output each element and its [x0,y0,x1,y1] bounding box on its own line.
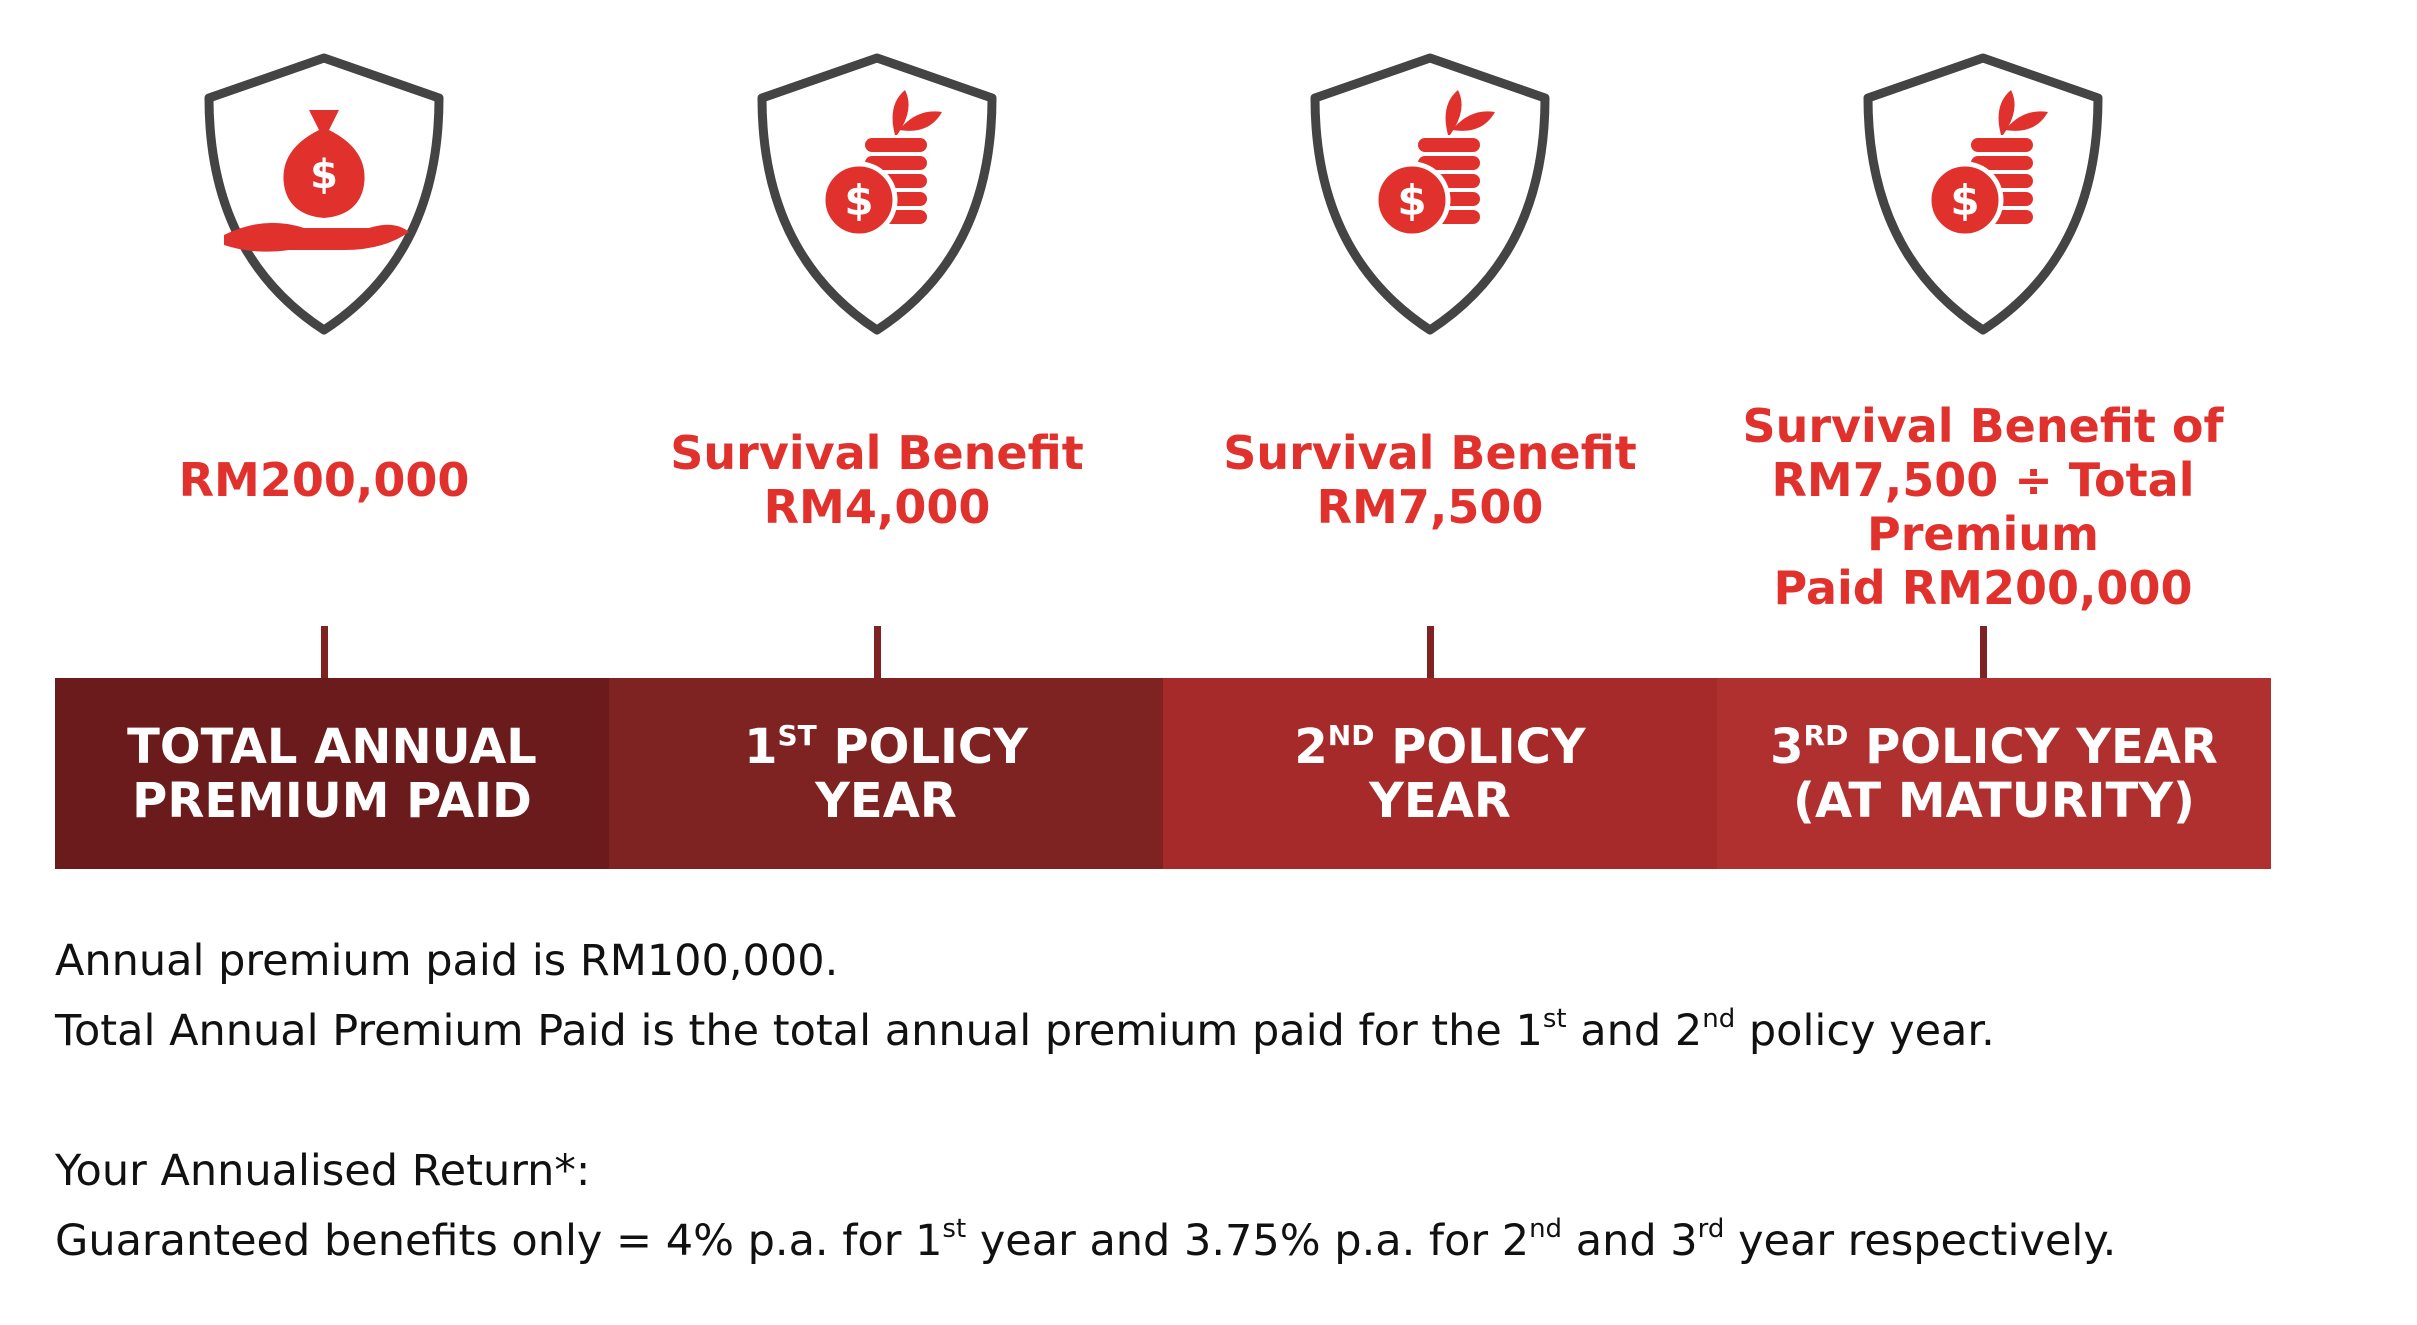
amount-line: RM7,500 [1316,480,1544,534]
text-run: Guaranteed benefits only = 4% p.a. for 1 [55,1216,943,1266]
superscript: st [1542,1004,1567,1034]
amount-line: Survival Benefit of [1742,399,2224,453]
shield-icon: $ [1863,53,2103,335]
superscript: nd [1529,1214,1563,1244]
currency-symbol: $ [1950,176,1979,225]
stage-line: 3RD POLICY YEAR [1717,720,2271,774]
stage-line: 1ST POLICY [609,720,1163,774]
benefit-amount: Survival Benefit of RM7,500 ÷ Total Premi… [1663,399,2303,615]
text-run: policy year. [1735,1006,1995,1056]
currency-symbol: $ [310,152,338,198]
superscript: rd [1697,1214,1725,1244]
note-line: Annual premium paid is RM100,000. [55,936,838,986]
superscript: st [942,1214,967,1244]
coin [1418,138,1480,152]
superscript: nd [1702,1004,1736,1034]
text-run: YEAR [815,772,957,829]
coin-front [1926,161,2004,239]
text-run: 2 [1294,718,1328,775]
text-run: and 2 [1566,1006,1703,1056]
timeline-tick [1427,626,1434,678]
coin-front [1373,161,1451,239]
coin [1418,156,1480,170]
bag [283,110,365,218]
amount-line: Survival Benefit [1223,426,1637,480]
text-run: PREMIUM PAID [132,772,532,829]
text-run: Your Annualised Return*: [55,1146,591,1196]
stage-line: (AT MATURITY) [1717,774,2271,828]
benefit-amount: Survival Benefit RM4,000 [557,426,1197,534]
leaf [1998,90,2015,135]
amount-line: Survival Benefit [670,426,1084,480]
currency-symbol: $ [1397,176,1426,225]
text-run: Annual premium paid is RM100,000. [55,936,839,986]
coin [1971,138,2033,152]
timeline-segment: 1ST POLICY YEAR [609,678,1163,869]
shield-icon: $ [757,53,997,335]
timeline-segment: 3RD POLICY YEAR (AT MATURITY) [1717,678,2271,869]
timeline-segment: 2ND POLICY YEAR [1163,678,1717,869]
stage-line: YEAR [1163,774,1717,828]
leaf [1445,90,1462,135]
stage-line: TOTAL ANNUAL [55,720,609,774]
text-run: TOTAL ANNUAL [127,718,537,775]
stage-line: 2ND POLICY [1163,720,1717,774]
hand [224,222,409,252]
coin [865,138,927,152]
coin-front [820,161,898,239]
stage-line: YEAR [609,774,1163,828]
leaf [1452,111,1495,131]
text-run: POLICY [1374,718,1586,775]
leaf [892,90,909,135]
note-line: Guaranteed benefits only = 4% p.a. for 1… [55,1216,2116,1266]
shield-icon: $ [1310,53,1550,335]
text-run: YEAR [1369,772,1511,829]
coin [1971,156,2033,170]
coin [865,156,927,170]
leaf [899,111,942,131]
timeline-tick [321,626,328,678]
text-run: year respectively. [1724,1216,2117,1266]
superscript: RD [1803,718,1849,752]
text-run: (AT MATURITY) [1793,772,2195,829]
benefit-amount: Survival Benefit RM7,500 [1110,426,1750,534]
text-run: POLICY YEAR [1848,718,2218,775]
timeline-tick [874,626,881,678]
timeline-segment: TOTAL ANNUAL PREMIUM PAID [55,678,609,869]
note-line: Your Annualised Return*: [55,1146,590,1196]
timeline-tick [1980,626,1987,678]
note-line: Total Annual Premium Paid is the total a… [55,1006,1995,1056]
amount-line: Paid RM200,000 [1773,561,2193,615]
stage-line: PREMIUM PAID [55,774,609,828]
text-run: Total Annual Premium Paid is the total a… [55,1006,1543,1056]
text-run: year and 3.75% p.a. for 2 [966,1216,1530,1266]
text-run: POLICY [816,718,1028,775]
text-run: 1 [744,718,778,775]
superscript: ST [777,718,817,752]
amount-line: RM7,500 ÷ Total Premium [1771,453,2195,561]
text-run: and 3 [1562,1216,1698,1266]
amount-line: RM4,000 [763,480,991,534]
leaf [2005,111,2048,131]
shield-icon: $ [204,53,444,335]
currency-symbol: $ [844,176,873,225]
text-run: 3 [1770,718,1804,775]
benefit-amount: RM200,000 [4,453,644,507]
amount-line: RM200,000 [178,453,470,507]
superscript: ND [1327,718,1375,752]
